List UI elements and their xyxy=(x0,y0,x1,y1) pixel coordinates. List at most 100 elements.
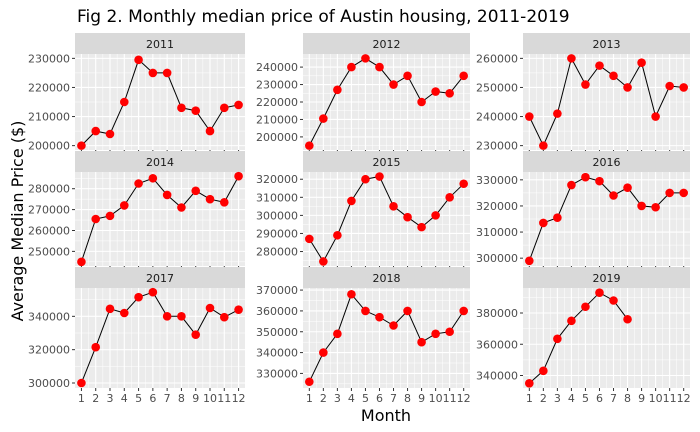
y-tick-label: 230000 xyxy=(476,140,518,153)
data-point xyxy=(567,316,576,326)
data-point xyxy=(148,173,158,183)
facet-strip xyxy=(523,151,690,172)
x-tick-label: 5 xyxy=(362,392,369,405)
data-point xyxy=(219,197,229,207)
data-point xyxy=(333,230,342,240)
data-point xyxy=(119,201,129,210)
x-tick-label: 4 xyxy=(348,392,355,405)
x-tick-label: 3 xyxy=(554,392,561,405)
facet-strip-label: 2015 xyxy=(373,156,401,169)
x-tick-label: 6 xyxy=(149,392,156,405)
data-point xyxy=(361,54,370,63)
data-point xyxy=(539,366,548,376)
x-tick-label: 1 xyxy=(78,392,85,405)
series-line-2013 xyxy=(528,57,684,147)
data-point xyxy=(525,379,534,388)
y-tick-label: 220000 xyxy=(28,81,70,94)
x-tick-label: 8 xyxy=(178,392,185,405)
y-tick-label: 230000 xyxy=(28,52,70,65)
y-tick-label: 280000 xyxy=(256,246,298,259)
data-point xyxy=(623,183,632,192)
data-point xyxy=(417,337,426,347)
data-point xyxy=(539,218,548,228)
y-tick-label: 360000 xyxy=(476,338,518,351)
x-tick-label: 10 xyxy=(203,392,217,405)
data-point xyxy=(77,141,86,150)
data-point xyxy=(91,126,101,136)
y-tick-label: 270000 xyxy=(28,204,70,217)
data-point xyxy=(219,103,229,113)
data-point xyxy=(134,179,143,188)
data-point xyxy=(77,378,86,388)
x-tick-label: 9 xyxy=(192,392,199,405)
y-tick-label: 210000 xyxy=(28,111,70,124)
data-point xyxy=(389,321,398,330)
data-point xyxy=(219,312,229,322)
data-point xyxy=(459,306,468,316)
data-point xyxy=(305,234,314,244)
facet-strip xyxy=(523,33,690,54)
data-point xyxy=(91,214,101,224)
x-axis-title: Month xyxy=(361,406,411,425)
x-tick-label: 12 xyxy=(457,392,471,405)
data-point xyxy=(609,71,618,81)
data-point xyxy=(347,196,356,206)
data-point xyxy=(445,327,454,337)
data-point xyxy=(553,109,562,118)
y-tick-label: 300000 xyxy=(28,377,70,390)
data-point xyxy=(177,203,186,212)
y-tick-label: 340000 xyxy=(256,347,298,360)
data-point xyxy=(191,106,201,116)
data-point xyxy=(609,296,618,305)
data-point xyxy=(319,257,328,266)
data-point xyxy=(361,174,370,184)
facet-panel-2013: 2013 230000 240000 250000 260000 xyxy=(476,33,690,153)
y-tick-label: 310000 xyxy=(256,191,298,204)
y-tick-label: 260000 xyxy=(28,224,70,237)
facet-strip-label: 2012 xyxy=(373,38,401,51)
data-point xyxy=(105,211,115,221)
y-tick-label: 260000 xyxy=(476,52,518,65)
y-tick-label: 370000 xyxy=(256,284,298,297)
x-tick-label: 1 xyxy=(306,392,313,405)
x-tick-label: 5 xyxy=(135,392,142,405)
data-point xyxy=(581,302,590,312)
data-point xyxy=(553,334,562,344)
x-tick-label: 12 xyxy=(232,392,246,405)
facet-strip xyxy=(303,33,470,54)
data-point xyxy=(665,81,674,91)
data-point xyxy=(637,58,646,68)
facet-strip-label: 2019 xyxy=(593,272,621,285)
data-point xyxy=(403,212,412,222)
x-tick-label: 5 xyxy=(582,392,589,405)
data-point xyxy=(431,87,440,96)
data-point xyxy=(148,68,158,78)
facet-strip-label: 2018 xyxy=(373,272,401,285)
data-point xyxy=(119,308,129,318)
data-point xyxy=(567,180,576,190)
data-point xyxy=(234,100,243,110)
data-point xyxy=(459,71,468,81)
data-point xyxy=(417,97,426,107)
facet-strip-label: 2017 xyxy=(146,272,174,285)
data-point xyxy=(567,54,576,63)
facet-strip xyxy=(523,267,690,288)
y-tick-label: 330000 xyxy=(476,174,518,187)
data-point xyxy=(177,312,186,321)
x-tick-label: 2 xyxy=(92,392,99,405)
facet-strip xyxy=(75,33,245,54)
data-point xyxy=(134,55,143,65)
data-point xyxy=(205,126,215,136)
data-point xyxy=(595,176,604,186)
data-point xyxy=(205,194,215,204)
data-point xyxy=(333,85,342,95)
y-tick-label: 240000 xyxy=(476,111,518,124)
y-tick-label: 380000 xyxy=(476,307,518,320)
x-tick-label: 11 xyxy=(217,392,231,405)
x-tick-label: 7 xyxy=(390,392,397,405)
x-tick-label: 9 xyxy=(418,392,425,405)
y-tick-label: 280000 xyxy=(28,183,70,196)
x-tick-label: 9 xyxy=(638,392,645,405)
y-tick-label: 220000 xyxy=(256,96,298,109)
